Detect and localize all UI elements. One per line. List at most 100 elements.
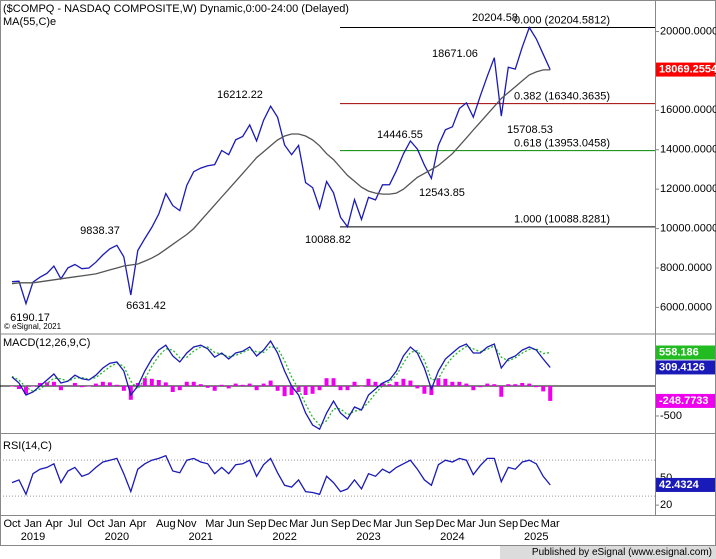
- y-tick-label: 6000.0000: [660, 301, 712, 313]
- x-year-label: 2022: [272, 531, 296, 543]
- y-tick-label: 14000.0000: [660, 144, 716, 156]
- histogram-bar: [436, 378, 441, 386]
- histogram-bar: [93, 383, 98, 386]
- histogram-bar: [464, 383, 469, 386]
- y-tick-label: 16000.0000: [660, 104, 716, 116]
- histogram-bar: [107, 382, 112, 386]
- price-annotation: 12543.85: [419, 187, 465, 199]
- histogram-bar: [401, 378, 406, 386]
- y-tick-label: 10000.0000: [660, 222, 716, 234]
- x-tick-label: Jun: [478, 518, 496, 530]
- histogram-bar: [72, 382, 77, 386]
- price-annotation: 20204.58: [472, 12, 518, 24]
- x-tick-label: Dec: [268, 518, 288, 530]
- price-annotation: 6631.42: [126, 300, 166, 312]
- x-tick-label: Sep: [247, 518, 267, 530]
- price-annotation: 9838.37: [80, 225, 120, 237]
- last-value-tag: [656, 477, 715, 492]
- footer: Published by eSignal (www.esignal.com): [532, 547, 712, 558]
- histogram-bar: [58, 385, 63, 391]
- histogram-bar: [548, 385, 553, 401]
- histogram-bar: [30, 385, 35, 387]
- price-annotation: 10088.82: [305, 234, 351, 246]
- x-tick-label: Mar: [289, 518, 308, 530]
- x-tick-label: Jan: [108, 518, 126, 530]
- x-year-label: 2019: [21, 531, 45, 543]
- histogram-bar: [499, 385, 504, 397]
- x-year-label: 2021: [188, 531, 212, 543]
- x-tick-label: Mar: [457, 518, 476, 530]
- x-tick-label: Dec: [436, 518, 456, 530]
- x-tick-label: Apr: [45, 518, 62, 530]
- x-tick-label: Jun: [311, 518, 329, 530]
- price-annotation: 15708.53: [507, 124, 553, 136]
- histogram-bar: [359, 385, 364, 387]
- price-annotation: 14446.55: [377, 129, 423, 141]
- x-tick-label: Jan: [24, 518, 42, 530]
- histogram-bar: [226, 385, 231, 389]
- histogram-bar: [331, 378, 336, 386]
- histogram-bar: [275, 385, 280, 391]
- series-line: [11, 344, 551, 426]
- histogram-bar: [457, 381, 462, 386]
- histogram-bar: [254, 385, 259, 391]
- histogram-bar: [506, 384, 511, 386]
- histogram-bar: [233, 383, 238, 386]
- histogram-bar: [184, 381, 189, 386]
- histogram-bar: [114, 384, 119, 386]
- histogram-bar: [527, 383, 532, 386]
- histogram-bar: [198, 384, 203, 386]
- last-value-label: 42.4324: [659, 479, 700, 491]
- copyright: © eSignal, 2021: [4, 322, 62, 331]
- last-value-label: 18069.2554: [659, 63, 716, 75]
- histogram-bar: [51, 381, 56, 386]
- histogram-bar: [16, 385, 21, 389]
- histogram-bar: [37, 382, 42, 386]
- histogram-bar: [156, 379, 161, 386]
- series-line: [11, 69, 551, 285]
- histogram-bar: [373, 381, 378, 386]
- y-tick-label: -500: [660, 410, 682, 422]
- x-tick-label: Jun: [227, 518, 245, 530]
- histogram-bar: [282, 385, 287, 397]
- panel-label: RSI(14,C): [3, 440, 52, 452]
- x-year-label: 2024: [440, 531, 464, 543]
- histogram-bar: [408, 380, 413, 386]
- footer-bar: [500, 546, 716, 559]
- histogram-bar: [534, 385, 539, 388]
- x-tick-label: Mar: [541, 518, 560, 530]
- last-value-label: -248.7733: [659, 395, 709, 407]
- histogram-bar: [247, 383, 252, 386]
- histogram-bar: [219, 384, 224, 386]
- histogram-bar: [513, 384, 518, 386]
- x-year-label: 2020: [105, 531, 129, 543]
- histogram-bar: [86, 385, 91, 387]
- price-annotation: 16212.22: [217, 89, 263, 101]
- y-tick-label: 12000.0000: [660, 183, 716, 195]
- histogram-bar: [345, 385, 350, 391]
- histogram-bar: [338, 385, 343, 391]
- x-year-label: 2025: [524, 531, 548, 543]
- panel-label: MACD(12,26,9,C): [3, 337, 90, 349]
- histogram-bar: [142, 378, 147, 386]
- histogram-bar: [149, 378, 154, 386]
- histogram-bar: [79, 385, 84, 388]
- histogram-bar: [541, 385, 546, 392]
- x-tick-label: Dec: [519, 518, 539, 530]
- fib-label: 0.382 (16340.3635): [514, 91, 610, 103]
- histogram-bar: [170, 385, 175, 392]
- x-tick-label: Aug: [156, 518, 176, 530]
- last-value-tag: [656, 62, 715, 77]
- histogram-bar: [303, 385, 308, 395]
- histogram-bar: [261, 383, 266, 386]
- histogram-bar: [205, 385, 210, 388]
- histogram-bar: [240, 384, 245, 386]
- x-tick-label: Sep: [415, 518, 435, 530]
- x-tick-label: Jul: [68, 518, 82, 530]
- histogram-bar: [100, 381, 105, 386]
- last-value-label: 558.186: [659, 346, 699, 358]
- histogram-bar: [443, 378, 448, 386]
- histogram-bar: [191, 381, 196, 386]
- histogram-bar: [163, 382, 168, 386]
